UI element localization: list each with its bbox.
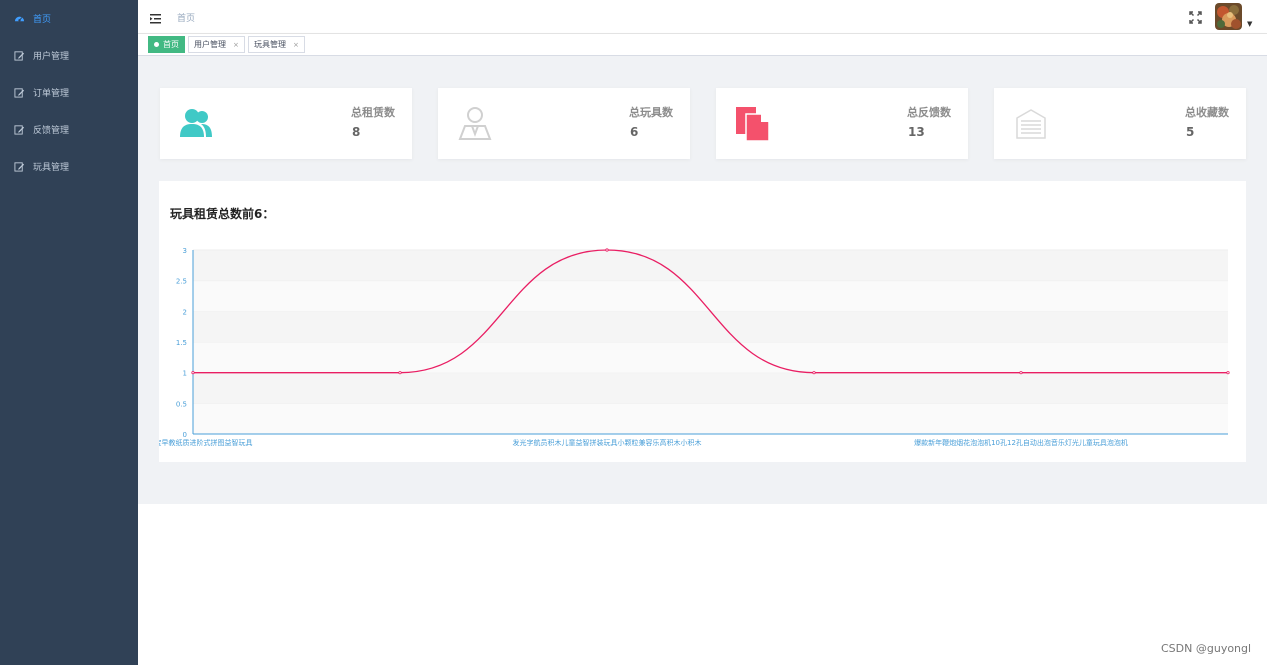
person-icon — [455, 104, 495, 144]
stat-card-toys[interactable]: 总玩具数 6 — [438, 88, 690, 159]
chart-panel: 玩具租赁总数前6： 0 0.5 1 1.5 2 2.5 3 婴儿宝宝早教纸质进阶式拼图益智玩具… — [159, 181, 1246, 462]
card-value: 8 — [352, 125, 361, 139]
sidebar-item-toys[interactable]: 玩具管理 — [0, 148, 138, 185]
tag-users[interactable]: 用户管理 × — [188, 36, 245, 53]
card-label: 总收藏数 — [1185, 106, 1229, 119]
card-label: 总租赁数 — [351, 106, 395, 119]
y-tick-label: 0 — [183, 431, 187, 439]
avatar[interactable] — [1215, 3, 1242, 30]
card-label: 总玩具数 — [629, 106, 673, 119]
y-tick-label: 1.5 — [176, 339, 187, 347]
close-icon[interactable]: × — [233, 40, 239, 49]
tag-toys[interactable]: 玩具管理 × — [248, 36, 305, 53]
tag-label: 首页 — [163, 40, 179, 49]
card-value: 6 — [630, 125, 639, 139]
active-dot-icon — [154, 42, 159, 47]
sidebar-item-home[interactable]: 首页 — [0, 0, 138, 37]
card-value: 13 — [908, 125, 925, 139]
chart-title: 玩具租赁总数前6： — [170, 207, 275, 221]
main-content: 总租赁数 8 总玩具数 6 总反馈数 — [138, 56, 1267, 504]
series-line — [193, 249, 1228, 374]
sidebar-item-label: 反馈管理 — [33, 126, 70, 136]
y-tick-label: 2 — [183, 308, 187, 316]
sidebar-item-users[interactable]: 用户管理 — [0, 37, 138, 74]
sidebar-item-feedback[interactable]: 反馈管理 — [0, 111, 138, 148]
watermark: CSDN @guyongl — [1161, 642, 1252, 655]
sidebar-item-label: 用户管理 — [33, 52, 70, 62]
tag-home[interactable]: 首页 — [148, 36, 185, 53]
users-icon — [177, 104, 217, 144]
data-point — [1226, 371, 1230, 375]
tag-label: 玩具管理 — [254, 40, 286, 49]
sidebar-item-label: 玩具管理 — [33, 163, 70, 173]
caret-down-icon[interactable]: ▼ — [1247, 20, 1253, 28]
grid-band — [193, 250, 1228, 281]
sidebar-item-label: 订单管理 — [33, 89, 70, 99]
fullscreen-icon[interactable] — [1189, 9, 1202, 24]
tags-view: 首页 用户管理 × 玩具管理 × — [138, 34, 1267, 56]
dashboard-icon — [13, 13, 25, 25]
x-tick-label: 婴儿宝宝早教纸质进阶式拼图益智玩具 — [159, 438, 253, 447]
grid-band — [193, 311, 1228, 342]
data-point — [605, 248, 609, 252]
y-tick-label: 2.5 — [176, 278, 187, 286]
line-chart: 0 0.5 1 1.5 2 2.5 3 婴儿宝宝早教纸质进阶式拼图益智玩具 发光字航员积木儿童益… — [159, 247, 1230, 447]
x-tick-label: 爆款新年鞭炮烟花泡泡机10孔12孔自动出泡音乐灯光儿童玩具泡泡机 — [914, 438, 1128, 447]
stat-card-favorites[interactable]: 总收藏数 5 — [994, 88, 1246, 159]
y-tick-label: 3 — [183, 247, 187, 255]
edit-icon — [13, 161, 25, 173]
edit-icon — [13, 50, 25, 62]
navbar: 首页 ▼ — [138, 0, 1267, 34]
grid-band — [193, 280, 1228, 312]
edit-icon — [13, 124, 25, 136]
tag-label: 用户管理 — [194, 40, 226, 49]
box-icon — [1011, 104, 1051, 144]
sidebar-item-orders[interactable]: 订单管理 — [0, 74, 138, 111]
hamburger-icon[interactable] — [150, 10, 162, 24]
grid-band — [193, 372, 1228, 404]
card-label: 总反馈数 — [907, 106, 951, 119]
y-tick-label: 1 — [183, 370, 187, 378]
close-icon[interactable]: × — [293, 40, 299, 49]
x-tick-label: 发光字航员积木儿童益智拼装玩具小颗粒兼容乐高积木小积木 — [513, 438, 702, 447]
data-point — [191, 371, 195, 375]
data-point — [812, 371, 816, 375]
sidebar: 首页 用户管理 订单管理 反馈管理 玩具管理 — [0, 0, 138, 665]
stat-card-feedback[interactable]: 总反馈数 13 — [716, 88, 968, 159]
data-point — [398, 371, 402, 375]
grid-band — [193, 342, 1228, 373]
card-value: 5 — [1186, 125, 1195, 139]
grid-band — [193, 403, 1228, 434]
y-tick-label: 0.5 — [176, 400, 187, 408]
stat-card-rentals[interactable]: 总租赁数 8 — [160, 88, 412, 159]
breadcrumb[interactable]: 首页 — [177, 14, 196, 24]
documents-icon — [733, 104, 773, 144]
sidebar-item-label: 首页 — [33, 15, 52, 25]
data-point — [1019, 371, 1023, 375]
edit-icon — [13, 87, 25, 99]
